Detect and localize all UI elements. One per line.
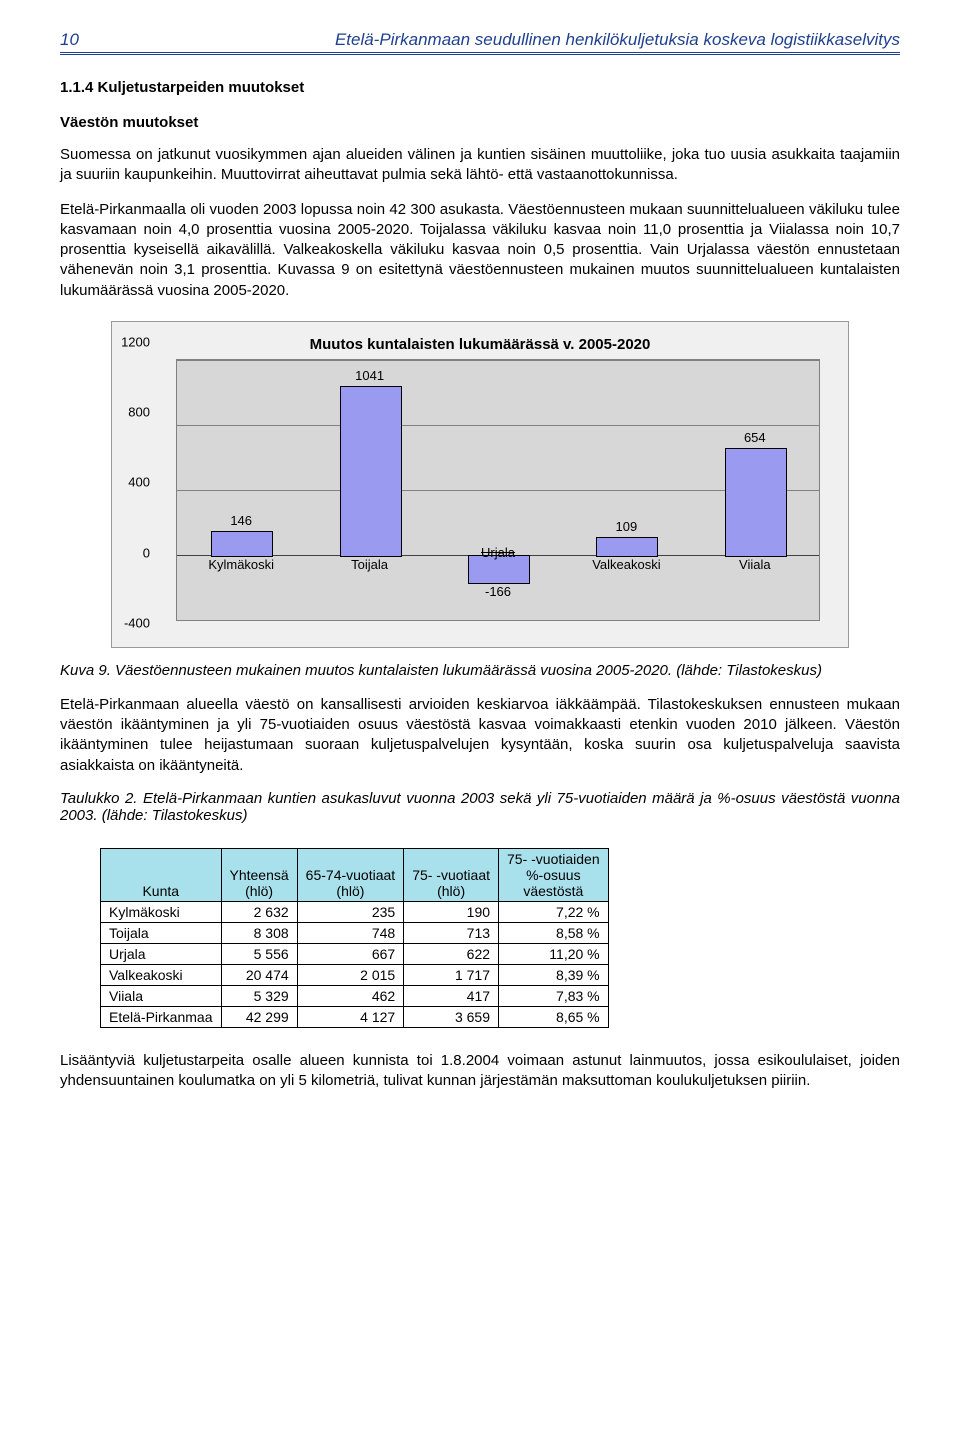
table-cell: Kylmäkoski (101, 901, 222, 922)
table-cell: 2 632 (221, 901, 297, 922)
table-cell: 5 556 (221, 943, 297, 964)
chart-y-axis-labels: 1200 800 400 0 -400 (112, 342, 154, 623)
table-cell: 713 (404, 922, 499, 943)
table-cell: 8 308 (221, 922, 297, 943)
subheading: Väestön muutokset (60, 114, 900, 131)
chart-bar (340, 386, 402, 557)
chart-bar-value: 654 (715, 430, 795, 445)
chart-bar (596, 537, 658, 557)
table-header-cell: Yhteensä(hlö) (221, 848, 297, 901)
table-header-cell: 65-74-vuotiaat(hlö) (297, 848, 404, 901)
table-cell: 667 (297, 943, 404, 964)
table-row: Viiala5 3294624177,83 % (101, 985, 609, 1006)
table-cell: 42 299 (221, 1006, 297, 1027)
table-cell: 7,22 % (499, 901, 609, 922)
table-cell: Valkeakoski (101, 964, 222, 985)
chart-gridline (177, 490, 819, 491)
chart-category-label: Viiala (695, 557, 815, 572)
chart-bar (725, 448, 787, 556)
ytick-label: 400 (128, 475, 150, 490)
chart-bar-value: 146 (201, 513, 281, 528)
chart-bar-value: -166 (458, 584, 538, 599)
table-cell: 622 (404, 943, 499, 964)
table-cell: 2 015 (297, 964, 404, 985)
chart-category-label: Urjala (438, 545, 558, 560)
header-rule (60, 52, 900, 55)
bar-chart-panel: Muutos kuntalaisten lukumäärässä v. 2005… (111, 321, 849, 648)
table-header-cell: Kunta (101, 848, 222, 901)
table-cell: Etelä-Pirkanmaa (101, 1006, 222, 1027)
table-cell: 748 (297, 922, 404, 943)
table-cell: 462 (297, 985, 404, 1006)
table-row: Valkeakoski20 4742 0151 7178,39 % (101, 964, 609, 985)
chart-gridline (177, 360, 819, 361)
ytick-label: 800 (128, 405, 150, 420)
table-cell: 190 (404, 901, 499, 922)
table-row: Urjala5 55666762211,20 % (101, 943, 609, 964)
ytick-label: 1200 (121, 334, 150, 349)
table-row: Etelä-Pirkanmaa42 2994 1273 6598,65 % (101, 1006, 609, 1027)
chart-bar (211, 531, 273, 557)
table-cell: 3 659 (404, 1006, 499, 1027)
table-cell: 8,58 % (499, 922, 609, 943)
table-cell: 235 (297, 901, 404, 922)
table-cell: 5 329 (221, 985, 297, 1006)
table-header-cell: 75- -vuotiaat(hlö) (404, 848, 499, 901)
ytick-label: 0 (143, 545, 150, 560)
paragraph-1: Suomessa on jatkunut vuosikymmen ajan al… (60, 145, 900, 186)
table-cell: 1 717 (404, 964, 499, 985)
chart-category-label: Valkeakoski (566, 557, 686, 572)
table-row: Kylmäkoski2 6322351907,22 % (101, 901, 609, 922)
paragraph-3: Etelä-Pirkanmaan alueella väestö on kans… (60, 695, 900, 776)
chart-title: Muutos kuntalaisten lukumäärässä v. 2005… (130, 336, 830, 353)
table-cell: Viiala (101, 985, 222, 1006)
table-header-cell: 75- -vuotiaiden%-osuusväestöstä (499, 848, 609, 901)
population-table-wrap: KuntaYhteensä(hlö)65-74-vuotiaat(hlö)75-… (100, 848, 609, 1028)
chart-category-label: Kylmäkoski (181, 557, 301, 572)
table-cell: Toijala (101, 922, 222, 943)
table-cell: 7,83 % (499, 985, 609, 1006)
table-cell: 20 474 (221, 964, 297, 985)
chart-gridline (177, 425, 819, 426)
table-row: Toijala8 3087487138,58 % (101, 922, 609, 943)
ytick-label: -400 (124, 615, 150, 630)
paragraph-2: Etelä-Pirkanmaalla oli vuoden 2003 lopus… (60, 200, 900, 301)
running-header: 10 Etelä-Pirkanmaan seudullinen henkilök… (60, 30, 900, 50)
table-cell: 4 127 (297, 1006, 404, 1027)
chart-bar-value: 1041 (330, 368, 410, 383)
table-cell: 8,65 % (499, 1006, 609, 1027)
population-table: KuntaYhteensä(hlö)65-74-vuotiaat(hlö)75-… (100, 848, 609, 1028)
table-cell: 417 (404, 985, 499, 1006)
page-number: 10 (60, 30, 79, 50)
figure-caption: Kuva 9. Väestöennusteen mukainen muutos … (60, 662, 900, 679)
table-cell: 11,20 % (499, 943, 609, 964)
chart-bar-value: 109 (586, 519, 666, 534)
section-number-title: 1.1.4 Kuljetustarpeiden muutokset (60, 79, 900, 96)
running-title: Etelä-Pirkanmaan seudullinen henkilökulj… (335, 30, 900, 50)
chart-category-label: Toijala (310, 557, 430, 572)
chart-plot-area: 146 Kylmäkoski 1041 Toijala -166 Urjala 109 Val… (176, 359, 820, 621)
table-cell: 8,39 % (499, 964, 609, 985)
paragraph-4: Lisääntyviä kuljetustarpeita osalle alue… (60, 1051, 900, 1092)
table-cell: Urjala (101, 943, 222, 964)
table-caption: Taulukko 2. Etelä-Pirkanmaan kuntien asu… (60, 790, 900, 824)
